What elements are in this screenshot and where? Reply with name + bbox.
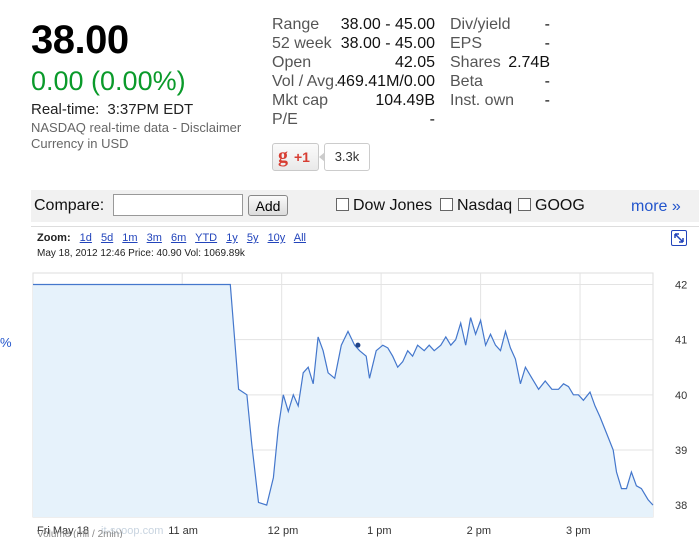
checkbox-box[interactable]: [518, 198, 531, 211]
zoom-ytd[interactable]: YTD: [195, 232, 218, 244]
compare-label: Compare:: [34, 197, 105, 214]
zoom-1m[interactable]: 1m: [122, 232, 138, 244]
price-line: [33, 283, 654, 506]
price-chart[interactable]: 42 41 40 39 38 Fri May 18 11 am 12 pm 1 pm 2 pm 3 …: [31, 227, 699, 538]
stat-value-eps: -: [544, 35, 550, 52]
stat-label-shares: Shares: [450, 54, 501, 71]
stat-value-instown: -: [544, 92, 550, 109]
stat-label-mktcap: Mkt cap: [272, 92, 329, 109]
currency-note: Currency in USD: [31, 136, 129, 151]
zoom-label: Zoom:: [37, 232, 71, 244]
zoom-5d[interactable]: 5d: [100, 232, 114, 244]
left-percent-label: %: [0, 335, 12, 350]
chart-hover-info: May 18, 2012 12:46 Price: 40.90 Vol: 106…: [37, 248, 245, 259]
y-tick-label: 40: [675, 390, 687, 402]
hover-marker: [355, 342, 361, 348]
realtime-label: Real-time:: [31, 101, 100, 118]
zoom-all[interactable]: All: [293, 232, 306, 244]
google-plus-icon: g: [278, 145, 288, 167]
y-tick-label: 38: [675, 500, 687, 512]
compare-nasdaq-label: Nasdaq: [457, 197, 513, 214]
zoom-3m[interactable]: 3m: [146, 232, 162, 244]
price-chart-panel: Zoom: 1d 5d 1m 3m 6m YTD 1y 5y 10y All M…: [31, 226, 699, 538]
x-tick-label: 2 pm: [467, 525, 491, 537]
stat-value-beta: -: [544, 73, 550, 90]
compare-goog-label: GOOG: [535, 197, 585, 214]
zoom-10y[interactable]: 10y: [267, 232, 286, 244]
watermark-text: it-scoop.com: [101, 525, 163, 537]
zoom-5y[interactable]: 5y: [246, 232, 259, 244]
plus-one-count: 3.3k: [319, 143, 370, 171]
compare-dowjones-label: Dow Jones: [353, 197, 433, 214]
compare-nasdaq-checkbox[interactable]: Nasdaq: [440, 197, 512, 215]
volume-label: Volume (mil / 2min): [37, 529, 123, 538]
compare-bar: Compare: Add Dow Jones Nasdaq GOOG more …: [31, 190, 699, 222]
plus-one-label: +1: [294, 149, 310, 165]
stat-label-vol: Vol / Avg.: [272, 73, 339, 90]
x-tick-label: 11 am: [168, 525, 198, 537]
stat-value-vol: 469.41M/0.00: [337, 73, 435, 90]
compare-more-link[interactable]: more »: [631, 198, 681, 215]
y-tick-label: 42: [675, 280, 687, 292]
zoom-1d[interactable]: 1d: [79, 232, 92, 244]
compare-goog-checkbox[interactable]: GOOG: [518, 197, 585, 215]
x-tick-label: 12 pm: [268, 525, 299, 537]
compare-input[interactable]: [113, 194, 243, 216]
stat-label-52week: 52 week: [272, 35, 332, 52]
checkbox-box[interactable]: [440, 198, 453, 211]
stat-label-pe: P/E: [272, 111, 298, 128]
compare-add-button[interactable]: Add: [248, 195, 288, 216]
stat-value-range: 38.00 - 45.00: [340, 16, 435, 33]
checkbox-box[interactable]: [336, 198, 349, 211]
x-tick-label: 1 pm: [367, 525, 391, 537]
stat-label-divyield: Div/yield: [450, 16, 511, 33]
stat-label-eps: EPS: [450, 35, 483, 52]
expand-chart-icon[interactable]: [671, 230, 687, 246]
zoom-1y[interactable]: 1y: [226, 232, 238, 244]
google-plus-one-button[interactable]: g +1: [272, 143, 319, 171]
compare-dowjones-checkbox[interactable]: Dow Jones: [336, 197, 432, 215]
y-tick-label: 39: [675, 445, 687, 457]
stat-label-instown: Inst. own: [450, 92, 515, 109]
stat-value-pe: -: [429, 111, 435, 128]
stat-value-mktcap: 104.49B: [375, 92, 435, 109]
price-area: [33, 284, 653, 517]
zoom-bar: Zoom: 1d 5d 1m 3m 6m YTD 1y 5y 10y All: [37, 232, 312, 244]
stat-value-open: 42.05: [394, 54, 435, 71]
stat-label-beta: Beta: [450, 73, 483, 90]
stat-label-open: Open: [272, 54, 312, 71]
zoom-6m[interactable]: 6m: [170, 232, 187, 244]
stat-value-divyield: -: [544, 16, 550, 33]
realtime-line: Real-time: 3:37PM EDT: [31, 101, 193, 118]
quote-change: 0.00 (0.00%): [31, 66, 186, 96]
y-tick-label: 41: [675, 335, 687, 347]
stat-label-range: Range: [272, 16, 320, 33]
realtime-time: 3:37PM EDT: [107, 101, 194, 118]
x-tick-label: Fri May 18: [37, 525, 89, 537]
stat-value-shares: 2.74B: [508, 54, 550, 71]
x-tick-label: 3 pm: [566, 525, 590, 537]
stat-value-52week: 38.00 - 45.00: [340, 35, 435, 52]
quote-price: 38.00: [31, 18, 129, 62]
data-source[interactable]: NASDAQ real-time data - Disclaimer: [31, 120, 242, 135]
